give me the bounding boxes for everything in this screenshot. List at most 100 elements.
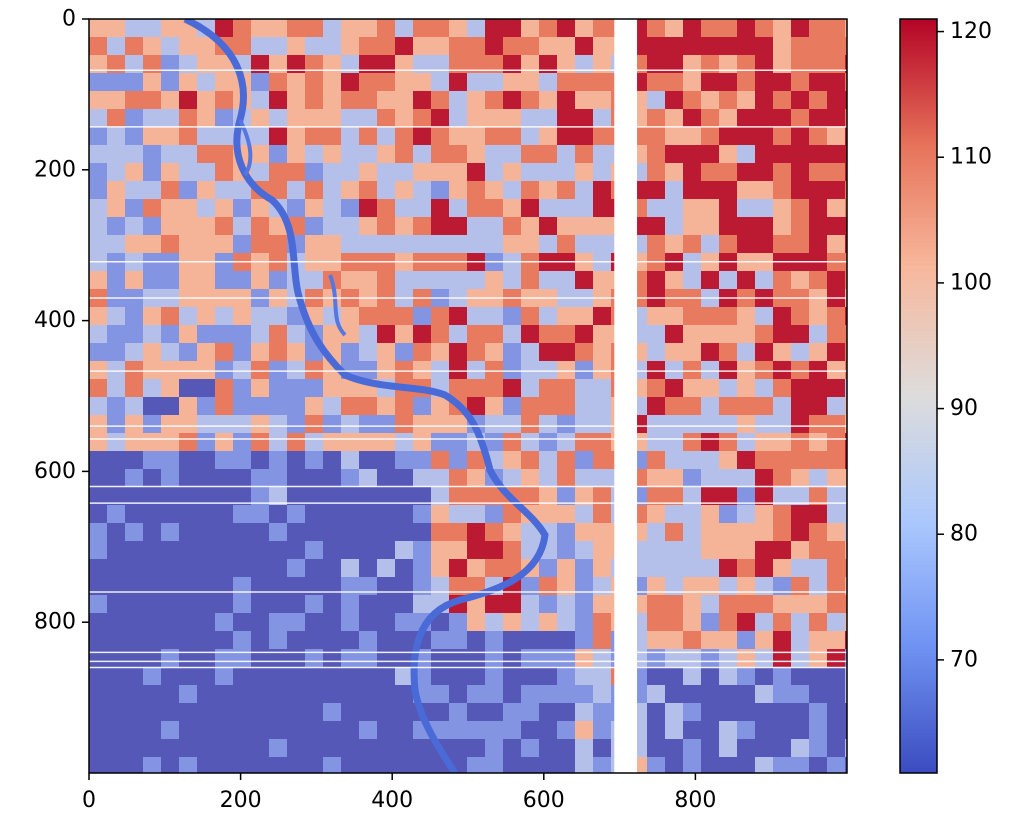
heatmap-cell <box>647 595 665 613</box>
heatmap-cell <box>359 667 377 685</box>
heatmap-cell <box>845 469 847 487</box>
heatmap-cell <box>701 325 719 343</box>
heatmap-cell <box>701 379 719 397</box>
heatmap-cell <box>467 379 485 397</box>
heatmap-cell <box>773 667 791 685</box>
heatmap-cell <box>413 307 431 325</box>
heatmap-cell <box>107 649 125 667</box>
heatmap-cell <box>557 217 575 235</box>
heatmap-cell <box>179 37 197 55</box>
heatmap-cell <box>215 109 233 127</box>
heatmap-cell <box>593 559 611 577</box>
heatmap-cell <box>431 631 449 649</box>
heatmap-cell <box>449 181 467 199</box>
heatmap-cell <box>683 343 701 361</box>
heatmap-cell <box>773 235 791 253</box>
heatmap-cell <box>593 379 611 397</box>
heatmap-cell <box>665 487 683 505</box>
heatmap-cell <box>791 487 809 505</box>
heatmap-cell <box>827 91 845 109</box>
heatmap-cell <box>233 541 251 559</box>
heatmap-cell <box>485 721 503 739</box>
heatmap-cell <box>251 109 269 127</box>
heatmap-cell <box>521 469 539 487</box>
heatmap-cell <box>521 361 539 379</box>
heatmap-cell <box>143 217 161 235</box>
heatmap-cell <box>377 469 395 487</box>
heatmap-cell <box>719 667 737 685</box>
heatmap-cell <box>107 721 125 739</box>
heatmap-cell <box>305 577 323 595</box>
heatmap-cell <box>719 343 737 361</box>
heatmap-cell <box>377 595 395 613</box>
heatmap-cell <box>845 613 847 631</box>
heatmap-cell <box>557 685 575 703</box>
heatmap-cell <box>755 739 773 757</box>
heatmap-cell <box>503 181 521 199</box>
heatmap-cell <box>377 505 395 523</box>
heatmap-cell <box>143 235 161 253</box>
heatmap-cell <box>521 163 539 181</box>
heatmap-cell <box>647 19 665 37</box>
heatmap-cell <box>683 721 701 739</box>
heatmap-cell <box>197 343 215 361</box>
heatmap-cell <box>467 199 485 217</box>
heatmap-cell <box>647 433 665 451</box>
heatmap-cell <box>557 703 575 721</box>
heatmap-cell <box>701 91 719 109</box>
heatmap-cell <box>341 397 359 415</box>
heatmap-cell <box>755 541 773 559</box>
heatmap-cell <box>341 757 359 773</box>
heatmap-cell <box>287 667 305 685</box>
heatmap-cell <box>107 541 125 559</box>
heatmap-cell <box>395 145 413 163</box>
heatmap-cell <box>359 91 377 109</box>
heatmap-cell <box>431 649 449 667</box>
heatmap-cell <box>341 181 359 199</box>
heatmap-cell <box>287 559 305 577</box>
heatmap-cell <box>161 361 179 379</box>
heatmap-cell <box>737 199 755 217</box>
heatmap-cell <box>845 199 847 217</box>
heatmap-cell <box>503 469 521 487</box>
heatmap-cell <box>233 631 251 649</box>
heatmap-cell <box>701 271 719 289</box>
heatmap-cell <box>593 55 611 73</box>
heatmap-cell <box>449 37 467 55</box>
heatmap-cell <box>161 757 179 773</box>
heatmap-cell <box>125 559 143 577</box>
x-tick-label: 600 <box>523 788 565 813</box>
heatmap-cell <box>467 757 485 773</box>
heatmap-cell <box>755 325 773 343</box>
heatmap-cell <box>719 433 737 451</box>
heatmap-cell <box>395 91 413 109</box>
heatmap-cell <box>215 739 233 757</box>
heatmap-cell <box>701 595 719 613</box>
heatmap-cell <box>197 379 215 397</box>
heatmap-cell <box>755 613 773 631</box>
heatmap-cell <box>395 271 413 289</box>
heatmap-image <box>89 19 847 773</box>
heatmap-cell <box>179 631 197 649</box>
heatmap-cell <box>809 415 827 433</box>
heatmap-cell <box>89 451 107 469</box>
heatmap-cell <box>341 55 359 73</box>
heatmap-cell <box>791 55 809 73</box>
heatmap-cell <box>773 721 791 739</box>
heatmap-cell <box>269 37 287 55</box>
heatmap-cell <box>395 523 413 541</box>
heatmap-cell <box>737 469 755 487</box>
heatmap-cell <box>809 613 827 631</box>
heatmap-cell <box>125 703 143 721</box>
heatmap-cell <box>485 271 503 289</box>
heatmap-cell <box>575 361 593 379</box>
heatmap-cell <box>575 397 593 415</box>
heatmap-cell <box>647 217 665 235</box>
heatmap-cell <box>719 595 737 613</box>
heatmap-cell <box>449 685 467 703</box>
heatmap-cell <box>809 55 827 73</box>
heatmap-cell <box>287 649 305 667</box>
heatmap-cell <box>557 433 575 451</box>
colorbar-tick-label: 70 <box>950 647 978 672</box>
heatmap-cell <box>143 397 161 415</box>
